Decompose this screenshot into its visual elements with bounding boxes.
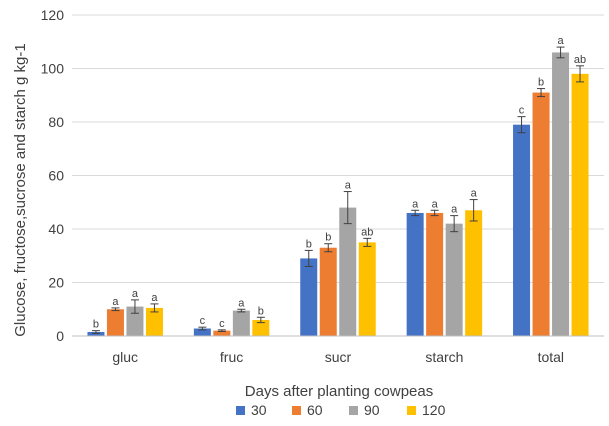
y-tick-labels: 0 20 40 60 80 100 120 <box>41 7 65 344</box>
bar <box>87 331 105 336</box>
legend: 30 60 90 120 <box>236 402 446 418</box>
x-tick-label: gluc <box>112 349 138 365</box>
significance-letter: a <box>451 204 458 216</box>
y-tick-label: 100 <box>41 61 65 77</box>
significance-letter: a <box>471 188 478 200</box>
y-tick-label: 0 <box>56 328 64 344</box>
bar <box>426 212 444 336</box>
y-tick-label: 60 <box>48 168 64 184</box>
y-tick-label: 120 <box>41 7 65 23</box>
x-tick-labels: gluc fruc sucr starch total <box>112 349 564 365</box>
error-bars <box>91 46 585 334</box>
x-tick-label: total <box>538 349 564 365</box>
bar <box>252 319 270 336</box>
significance-letter: b <box>325 232 331 244</box>
legend-label: 30 <box>251 402 267 418</box>
legend-label: 60 <box>307 402 323 418</box>
x-tick-label: starch <box>425 349 463 365</box>
legend-label: 90 <box>364 402 380 418</box>
significance-letter: a <box>151 292 158 304</box>
significance-letter: a <box>432 198 439 210</box>
bar <box>513 124 531 336</box>
bar <box>571 73 589 336</box>
significance-letter: b <box>93 319 99 331</box>
legend-swatch <box>236 406 245 415</box>
bar <box>319 247 337 336</box>
bar <box>106 309 124 336</box>
legend-swatch <box>349 406 358 415</box>
legend-swatch <box>407 406 416 415</box>
significance-letter: ab <box>361 226 373 238</box>
significance-letter: ab <box>574 54 586 66</box>
significance-letter: c <box>519 105 525 117</box>
legend-label: 120 <box>422 402 446 418</box>
significance-letter: b <box>258 305 264 317</box>
significance-letter: b <box>306 238 312 250</box>
y-axis-title: Glucose, fructose,sucrose and starch g k… <box>12 43 29 336</box>
bar <box>445 223 463 336</box>
significance-letter: a <box>132 288 139 300</box>
significance-letter: a <box>238 297 245 309</box>
significance-letter: a <box>345 180 352 192</box>
y-tick-label: 20 <box>48 275 64 291</box>
bar <box>145 307 163 336</box>
significance-letter: c <box>200 315 206 327</box>
significance-letter: b <box>538 77 544 89</box>
bar <box>552 52 570 336</box>
significance-letter: a <box>112 296 119 308</box>
x-axis-title: Days after planting cowpeas <box>245 383 433 400</box>
bar <box>232 310 250 336</box>
bar <box>193 328 211 336</box>
bar <box>213 330 231 336</box>
bar <box>465 210 483 336</box>
bar <box>126 306 144 336</box>
bar <box>300 258 318 336</box>
significance-letter: a <box>412 198 419 210</box>
y-tick-label: 80 <box>48 114 64 130</box>
bar <box>339 207 357 336</box>
x-tick-label: sucr <box>325 349 352 365</box>
bar <box>358 242 376 336</box>
bar <box>532 92 550 336</box>
x-tick-label: fruc <box>220 349 243 365</box>
legend-swatch <box>292 406 301 415</box>
y-tick-label: 40 <box>48 221 64 237</box>
bars <box>87 52 589 336</box>
bar <box>406 212 424 336</box>
significance-letter: a <box>557 35 564 47</box>
significance-letter: c <box>219 318 225 330</box>
